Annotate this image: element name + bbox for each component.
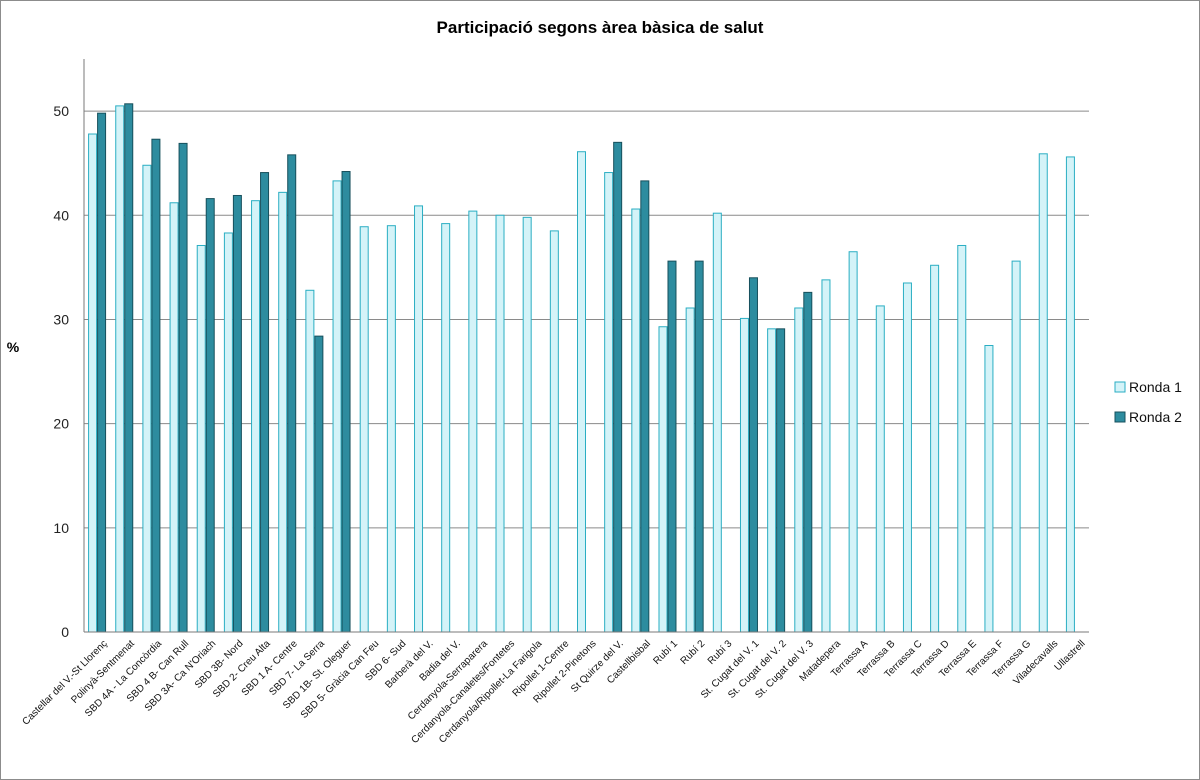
bar-ronda-1 <box>604 172 614 633</box>
y-tick-label: 50 <box>53 103 69 119</box>
bar-ronda-1 <box>930 264 940 633</box>
bars <box>88 103 1075 633</box>
bar-ronda-1 <box>522 216 532 633</box>
bar-ronda-2 <box>776 328 786 633</box>
bar-ronda-2 <box>314 335 324 633</box>
legend-label: Ronda 1 <box>1129 379 1182 395</box>
bar-ronda-1 <box>577 151 586 633</box>
bar-ronda-2 <box>613 141 623 633</box>
bar-ronda-1 <box>142 164 152 633</box>
x-axis-labels: Castellar del V.-St LlorençPolinyà-Sentm… <box>20 638 1087 746</box>
bar-ronda-1 <box>414 205 424 633</box>
bar-ronda-2 <box>97 112 107 633</box>
bar-ronda-1 <box>359 226 369 633</box>
y-axis-ticks: 0 10 20 30 40 50 <box>53 103 69 640</box>
bar-ronda-1 <box>169 202 179 633</box>
bar-ronda-2 <box>124 103 134 633</box>
bar-ronda-1 <box>386 225 396 633</box>
bar-ronda-1 <box>902 282 912 633</box>
bar-ronda-1 <box>251 200 261 633</box>
category-label: Rubí 1 <box>651 638 680 667</box>
bar-ronda-2 <box>748 277 758 633</box>
bar-ronda-1 <box>196 244 206 633</box>
bar-ronda-1 <box>984 345 994 633</box>
bar-ronda-2 <box>205 198 215 633</box>
bar-ronda-1 <box>88 133 98 633</box>
bar-ronda-2 <box>667 260 677 633</box>
bar-ronda-1 <box>1038 153 1048 633</box>
bar-ronda-1 <box>495 214 505 633</box>
bar-ronda-1 <box>115 105 125 633</box>
bar-ronda-2 <box>341 171 351 633</box>
bar-ronda-1 <box>957 244 967 633</box>
bar-ronda-1 <box>223 232 233 633</box>
bar-ronda-1 <box>821 279 831 633</box>
bar-ronda-1 <box>794 307 804 633</box>
bar-ronda-2 <box>178 142 188 633</box>
bar-ronda-1 <box>305 289 315 633</box>
category-label: Rubí 2 <box>679 638 708 667</box>
bar-ronda-2 <box>232 194 242 633</box>
bar-ronda-1 <box>278 191 288 633</box>
bar-ronda-2 <box>287 154 297 633</box>
y-axis-label: % <box>7 339 20 355</box>
bar-ronda-2 <box>151 138 161 633</box>
chart-title: Participació segons àrea bàsica de salut <box>437 18 764 37</box>
axes <box>83 59 1089 633</box>
y-tick-label: 20 <box>53 416 69 432</box>
bar-ronda-1 <box>631 208 641 633</box>
bar-ronda-1 <box>685 307 695 633</box>
bar-ronda-1 <box>658 326 668 633</box>
bar-ronda-2 <box>694 260 704 633</box>
bar-ronda-2 <box>640 180 650 633</box>
bar-ronda-1 <box>549 230 559 633</box>
bar-ronda-1 <box>332 180 342 633</box>
y-tick-label: 0 <box>61 624 69 640</box>
bar-ronda-1 <box>848 251 858 633</box>
bar-ronda-2 <box>803 291 813 633</box>
category-label: Ullastrell <box>1053 638 1088 673</box>
bar-ronda-1 <box>1065 156 1075 633</box>
bar-ronda-1 <box>767 328 777 633</box>
bar-ronda-1 <box>441 223 451 633</box>
bar-ronda-1 <box>468 210 478 633</box>
legend-swatch <box>1114 411 1126 423</box>
legend-label: Ronda 2 <box>1129 409 1182 425</box>
bar-ronda-2 <box>260 172 270 633</box>
bar-ronda-1 <box>712 212 722 633</box>
legend: Ronda 1 Ronda 2 <box>1114 379 1182 425</box>
y-tick-label: 40 <box>53 207 69 223</box>
bar-ronda-1 <box>739 317 749 633</box>
bar-ronda-1 <box>1011 260 1021 633</box>
y-tick-label: 30 <box>53 311 69 327</box>
y-tick-label: 10 <box>53 520 69 536</box>
bar-ronda-1 <box>875 305 885 633</box>
legend-swatch <box>1114 381 1126 393</box>
